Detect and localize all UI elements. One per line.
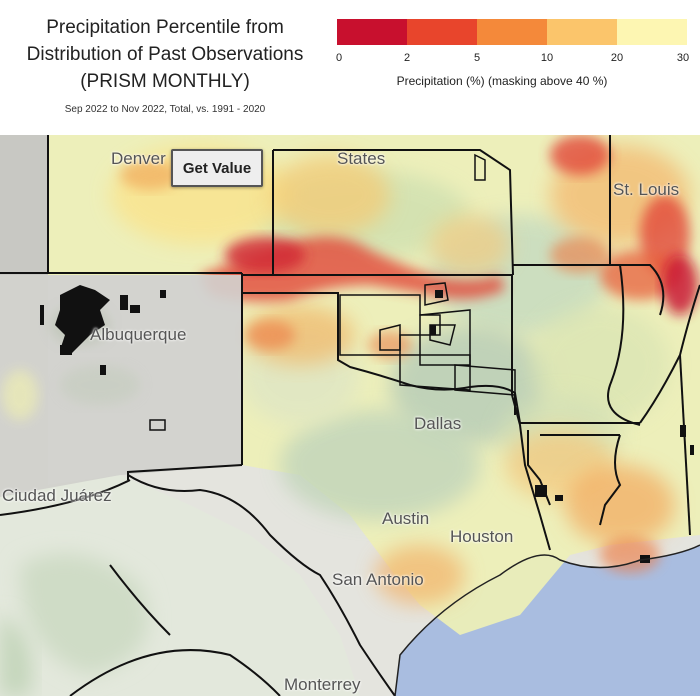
city-label-dallas: Dallas <box>414 414 462 433</box>
legend-tick-5: 5 <box>473 52 481 64</box>
get-value-button[interactable]: Get Value <box>171 149 263 187</box>
city-label-austin: Austin <box>382 509 430 528</box>
legend-tick-20: 20 <box>610 52 624 64</box>
legend-caption: Precipitation (%) (masking above 40 %) <box>396 74 608 88</box>
legend-swatch-0-2 <box>337 19 407 45</box>
legend-tick-30: 30 <box>676 52 690 64</box>
state-borders <box>0 135 700 696</box>
country-label-fragment: States <box>337 149 386 168</box>
legend-color-bar <box>337 19 687 45</box>
city-label-denver: Denver <box>111 149 166 168</box>
legend-swatch-2-5 <box>407 19 477 45</box>
title-line-3: (PRISM MONTHLY) <box>80 71 250 92</box>
city-label-monterrey: Monterrey <box>284 675 361 694</box>
title-line-2: Distribution of Past Observations <box>26 44 304 65</box>
city-label-houston: Houston <box>450 527 514 546</box>
legend-swatch-5-10 <box>477 19 547 45</box>
legend-swatch-10-20 <box>547 19 617 45</box>
map-subtitle: Sep 2022 to Nov 2022, Total, vs. 1991 - … <box>64 104 266 115</box>
map-canvas[interactable] <box>0 135 700 696</box>
county-outlines <box>149 153 516 431</box>
legend-tick-10: 10 <box>540 52 554 64</box>
map-header: Precipitation Percentile from Distributi… <box>0 0 700 135</box>
map-title: Precipitation Percentile from Distributi… <box>0 14 330 95</box>
city-label-st-louis: St. Louis <box>613 180 680 199</box>
color-legend: 0 2 5 10 20 30 Precipitation (%) (maskin… <box>335 19 690 99</box>
city-label-ciudad-juarez: Ciudad Juárez <box>2 486 112 505</box>
coastline <box>394 544 700 696</box>
title-line-1: Precipitation Percentile from <box>46 17 284 38</box>
mexico-vegetation <box>20 553 149 675</box>
city-label-san-antonio: San Antonio <box>332 570 424 589</box>
legend-swatch-20-30 <box>617 19 687 45</box>
legend-tick-2: 2 <box>403 52 411 64</box>
precipitation-map[interactable]: Denver States St. Louis Albuquerque Dall… <box>0 135 700 696</box>
city-label-albuquerque: Albuquerque <box>90 325 187 344</box>
gulf-of-mexico <box>395 545 700 696</box>
legend-tick-0: 0 <box>335 52 343 64</box>
